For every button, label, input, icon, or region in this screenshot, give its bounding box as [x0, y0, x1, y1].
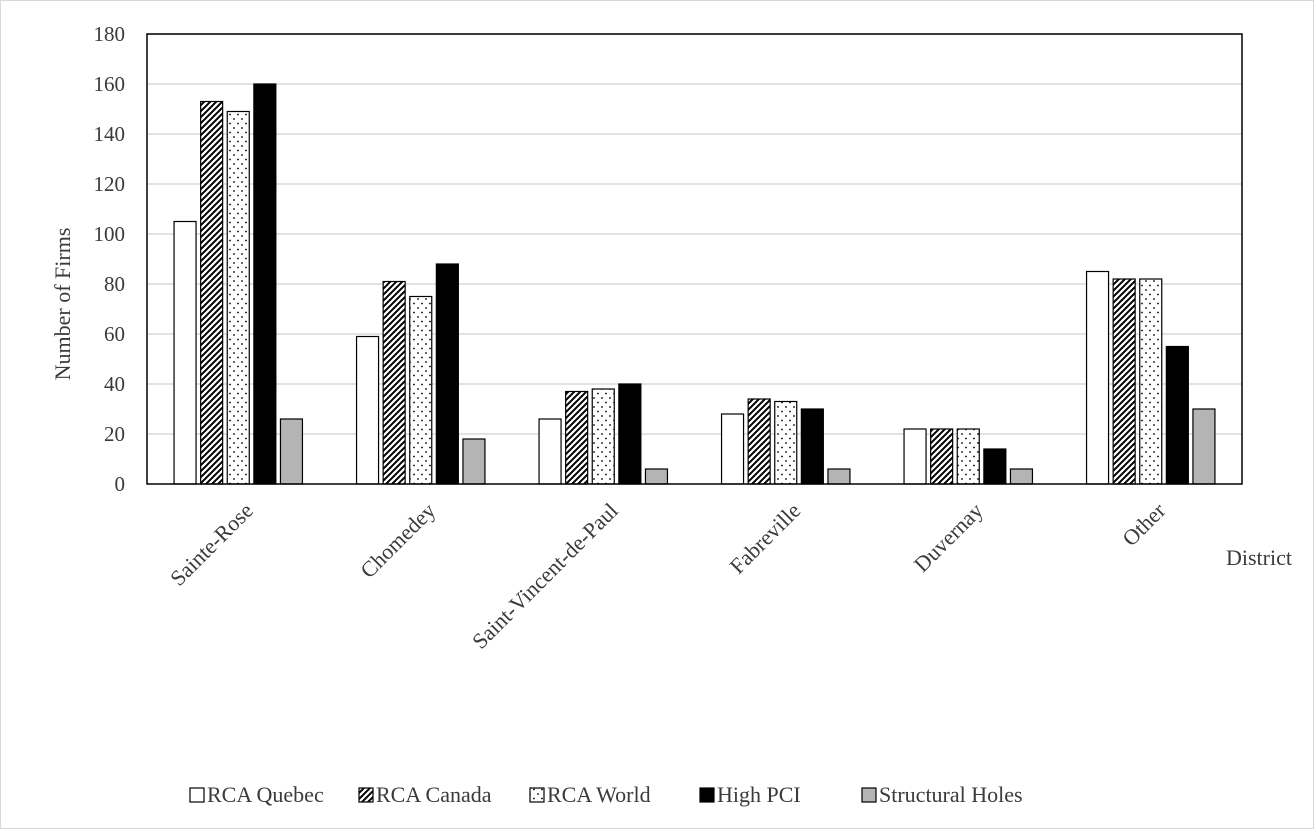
plot-area-border — [146, 33, 1243, 485]
legend-swatch — [529, 787, 545, 803]
axes — [146, 33, 1243, 485]
y-tick-label: 60 — [104, 322, 125, 346]
y-tick-label: 20 — [104, 422, 125, 446]
bar-structural-holes-fabreville — [827, 468, 851, 485]
bar-high-pci-duvernay — [983, 448, 1007, 485]
x-category-label: Duvernay — [909, 498, 988, 577]
x-category-label: Fabreville — [725, 498, 806, 579]
y-tick-label: 40 — [104, 372, 125, 396]
x-category-label: Other — [1117, 497, 1171, 551]
bar-high-pci-chomedey — [435, 263, 459, 485]
gridlines — [147, 33, 1242, 435]
bar-rca-world-fabreville — [774, 400, 798, 485]
legend-label: Structural Holes — [879, 782, 1023, 807]
y-tick-label: 160 — [94, 72, 126, 96]
bar-rca-world-saint-vincent-de-paul — [591, 388, 615, 485]
bar-rca-canada-duvernay — [930, 428, 954, 485]
bar-rca-quebec-sainte-rose — [173, 220, 197, 485]
x-category-label: Sainte-Rose — [165, 498, 258, 591]
bar-structural-holes-other — [1192, 408, 1216, 485]
bar-structural-holes-chomedey — [462, 438, 486, 485]
y-tick-label: 80 — [104, 272, 125, 296]
bar-rca-world-sainte-rose — [226, 110, 250, 485]
legend-swatch — [358, 787, 374, 803]
x-category-label: Chomedey — [355, 498, 440, 583]
y-axis-title: Number of Firms — [50, 228, 75, 381]
legend-item-rca-world: RCA World — [529, 782, 651, 807]
bar-rca-world-chomedey — [409, 295, 433, 485]
bar-rca-canada-saint-vincent-de-paul — [565, 390, 589, 485]
bar-high-pci-sainte-rose — [253, 83, 277, 485]
legend-item-rca-canada: RCA Canada — [358, 782, 492, 807]
legend: RCA Quebec RCA Canada RCA World High PCI Str… — [189, 782, 1023, 807]
bar-rca-canada-sainte-rose — [200, 100, 224, 485]
bar-rca-canada-fabreville — [747, 398, 771, 485]
bar-rca-canada-chomedey — [382, 280, 406, 485]
bar-rca-world-other — [1139, 278, 1163, 485]
bar-high-pci-saint-vincent-de-paul — [618, 383, 642, 485]
bar-rca-canada-other — [1112, 278, 1136, 485]
legend-item-high-pci: High PCI — [699, 782, 801, 807]
x-category-label: Saint-Vincent-de-Paul — [467, 498, 623, 654]
bar-structural-holes-duvernay — [1009, 468, 1034, 485]
legend-swatch — [699, 787, 715, 803]
y-tick-label: 100 — [94, 222, 126, 246]
bar-rca-quebec-fabreville — [720, 413, 745, 485]
legend-label: High PCI — [717, 782, 801, 807]
bar-rca-world-duvernay — [956, 428, 980, 485]
y-tick-label: 180 — [94, 22, 126, 46]
bar-high-pci-other — [1165, 345, 1189, 485]
bar-rca-quebec-duvernay — [903, 428, 927, 485]
bar-high-pci-fabreville — [800, 408, 824, 485]
bar-rca-quebec-other — [1085, 270, 1110, 485]
bar-structural-holes-sainte-rose — [279, 418, 304, 485]
y-tick-label: 140 — [94, 122, 126, 146]
legend-swatch — [189, 787, 205, 803]
bar-rca-quebec-chomedey — [355, 335, 380, 485]
y-tick-label: 0 — [115, 472, 126, 496]
legend-item-structural-holes: Structural Holes — [861, 782, 1023, 807]
bar-structural-holes-saint-vincent-de-paul — [644, 468, 669, 485]
y-tick-label: 120 — [94, 172, 126, 196]
legend-label: RCA World — [547, 782, 651, 807]
legend-label: RCA Quebec — [207, 782, 324, 807]
legend-swatch — [861, 787, 877, 803]
x-axis-title: District — [1226, 545, 1292, 570]
legend-label: RCA Canada — [376, 782, 492, 807]
legend-item-rca-quebec: RCA Quebec — [189, 782, 324, 807]
bar-rca-quebec-saint-vincent-de-paul — [538, 418, 562, 485]
bars — [173, 83, 1216, 485]
